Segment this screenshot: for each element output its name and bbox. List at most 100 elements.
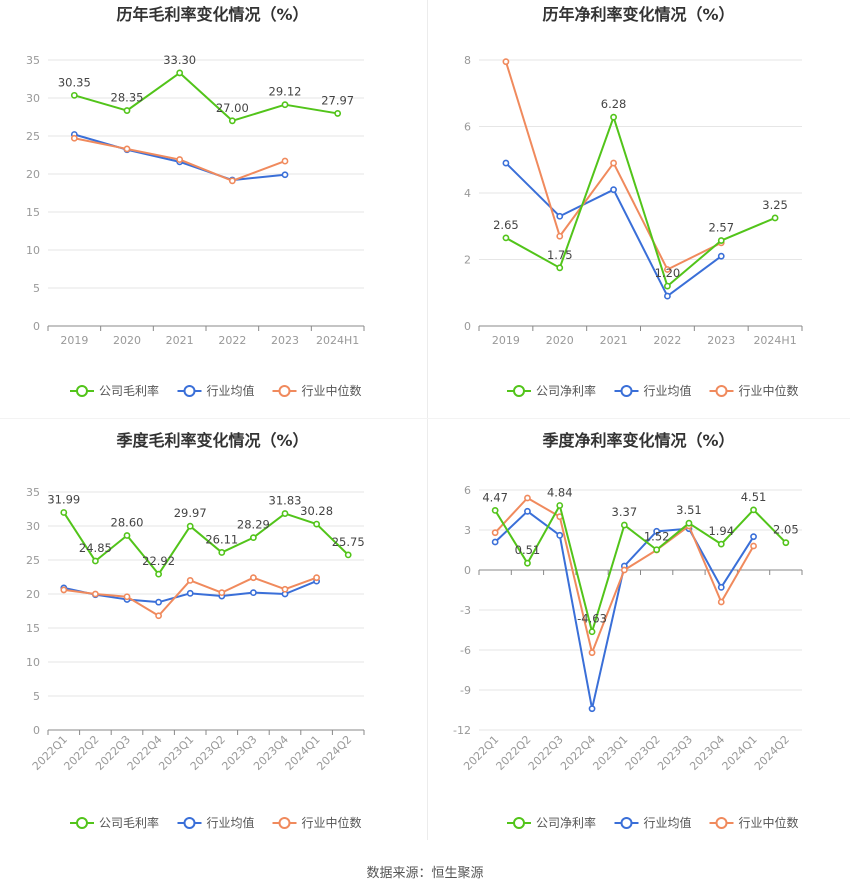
- data-point: [155, 570, 162, 578]
- y-tick-label: 30: [26, 92, 40, 105]
- data-label: 1.20: [655, 266, 681, 280]
- data-label: 33.30: [163, 53, 196, 67]
- legend-swatch-marker: [715, 817, 728, 829]
- data-point: [750, 506, 757, 514]
- y-tick-label: 30: [26, 520, 40, 533]
- data-label: 31.99: [47, 492, 80, 506]
- y-tick-label: 8: [464, 54, 471, 67]
- legend-swatch-marker: [76, 385, 88, 397]
- y-tick-label: 15: [26, 622, 40, 635]
- data-point: [176, 156, 184, 163]
- y-tick-label: 10: [26, 656, 40, 669]
- y-tick-label: 5: [33, 282, 40, 295]
- x-tick-label: 2021: [166, 334, 194, 347]
- data-point: [717, 252, 725, 260]
- y-tick-label: 0: [33, 724, 40, 737]
- y-tick-label: 15: [26, 206, 40, 219]
- chart-quarterly-net-margin: 季度净利率变化情况（%） -12 -9 -6 -3 0 3 6 2022Q1 2022Q2 2022…: [427, 420, 850, 850]
- data-point: [556, 502, 564, 509]
- data-point: [524, 559, 531, 567]
- legend-swatch-marker: [513, 817, 525, 829]
- y-tick-label: 20: [26, 588, 40, 601]
- y-tick-label: 0: [464, 564, 471, 577]
- data-point: [249, 589, 257, 597]
- data-point: [228, 117, 236, 125]
- data-point: [620, 521, 628, 529]
- data-point: [664, 292, 671, 300]
- chart-quarterly-gross-margin-svg: 季度毛利率变化情况（%）051015202530352022Q12022Q220…: [26, 431, 365, 830]
- legend-swatch-marker: [513, 385, 525, 397]
- data-point: [717, 583, 725, 591]
- x-tick-label: 2024H1: [316, 334, 359, 347]
- x-tick-label: 2024Q1: [720, 733, 760, 773]
- data-point: [70, 91, 78, 99]
- data-point: [313, 574, 320, 582]
- x-tick-label: 2023: [271, 334, 299, 347]
- legend-label: 公司毛利率: [99, 383, 159, 398]
- y-tick-label: -9: [460, 684, 471, 697]
- x-tick-label: 2019: [60, 334, 88, 347]
- data-label: 0.51: [515, 543, 541, 557]
- chart-annual-net-margin-svg: 历年净利率变化情况（%） 0 2 4 6 8 2019 2020 2021 2022 2023 202…: [464, 5, 803, 398]
- chart-annual-gross-margin: 历年毛利率变化情况（%） 0 5 10 15 20 25 30 35 2019 2020 2021 20…: [0, 0, 425, 415]
- data-point: [281, 585, 289, 593]
- legend-swatch-marker: [278, 817, 291, 829]
- y-tick-label: 25: [26, 130, 40, 143]
- legend-label: 公司净利率: [536, 383, 596, 398]
- data-point: [717, 540, 725, 548]
- chart-title: 季度毛利率变化情况（%）: [115, 431, 308, 450]
- data-point: [717, 237, 725, 244]
- data-point: [123, 145, 131, 153]
- legend-swatch-marker: [183, 385, 196, 397]
- legend-label: 行业均值: [644, 383, 692, 398]
- x-tick-label: 2022Q4: [558, 733, 598, 773]
- data-label: -4.63: [577, 612, 607, 626]
- chart-title: 季度净利率变化情况（%）: [541, 431, 734, 450]
- data-point: [334, 110, 342, 117]
- x-tick-label: 2023Q1: [590, 733, 630, 773]
- chart-quarterly-gross-margin: 季度毛利率变化情况（%） 0 5 10 15 20 25 30 35 2022Q1 2022Q2 20…: [0, 420, 425, 850]
- data-point: [502, 159, 510, 167]
- x-tick-label: 2021: [600, 334, 628, 347]
- data-point: [610, 113, 617, 121]
- data-point: [70, 134, 78, 142]
- y-tick-label: 0: [33, 320, 40, 333]
- data-point: [186, 589, 194, 597]
- x-tick-label: 2023Q3: [655, 733, 695, 773]
- data-point: [750, 542, 757, 550]
- data-point: [717, 598, 725, 606]
- data-label: 25.75: [332, 535, 365, 549]
- legend-label: 行业均值: [207, 383, 255, 398]
- data-label: 27.97: [321, 93, 354, 107]
- legend-swatch-marker: [715, 385, 728, 397]
- data-point: [176, 69, 184, 77]
- data-label: 29.12: [269, 85, 302, 99]
- data-point: [491, 529, 499, 537]
- x-tick-label: 2022Q3: [526, 733, 566, 773]
- data-point: [155, 598, 162, 606]
- y-tick-label: 6: [464, 484, 471, 497]
- data-point: [491, 538, 499, 546]
- vertical-divider: [427, 0, 428, 840]
- chart-title: 历年净利率变化情况（%）: [542, 5, 734, 24]
- data-point: [771, 214, 779, 222]
- data-label: 26.11: [205, 532, 238, 546]
- data-point: [186, 576, 194, 584]
- x-tick-label: 2020: [546, 334, 574, 347]
- data-label: 4.51: [741, 490, 767, 504]
- data-label: 1.75: [547, 248, 573, 262]
- data-label: 28.35: [111, 91, 144, 105]
- x-tick-label: 2024Q2: [314, 733, 354, 773]
- data-label: 22.92: [142, 554, 175, 568]
- x-tick-label: 2019: [492, 334, 520, 347]
- data-label: 31.83: [269, 494, 302, 508]
- data-point: [228, 177, 236, 185]
- data-point: [524, 507, 531, 515]
- data-point: [653, 546, 661, 554]
- data-point: [281, 510, 289, 517]
- series-line: [505, 116, 776, 288]
- y-tick-label: 10: [26, 244, 40, 257]
- data-point: [664, 282, 671, 290]
- data-point: [155, 612, 162, 620]
- data-point: [685, 519, 693, 527]
